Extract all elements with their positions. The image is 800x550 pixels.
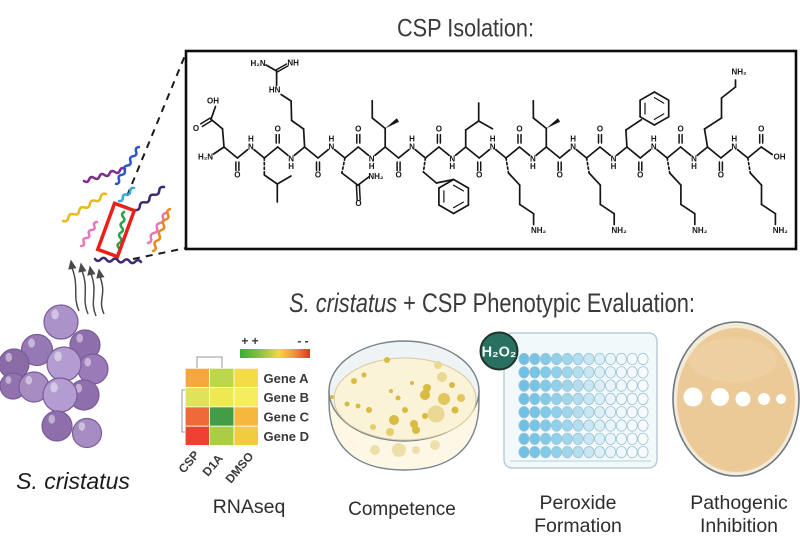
svg-text:Inhibition: Inhibition (700, 515, 778, 537)
svg-text:N: N (329, 143, 335, 152)
svg-text:N: N (691, 154, 697, 163)
svg-text:N: N (490, 143, 496, 152)
svg-text:NH: NH (287, 58, 299, 67)
svg-text:H: H (490, 135, 496, 144)
svg-text:NH₂: NH₂ (612, 226, 628, 235)
svg-text:O: O (355, 125, 361, 134)
svg-text:O: O (718, 171, 724, 180)
svg-text:Gene C: Gene C (264, 410, 310, 425)
svg-text:S. cristatus + CSP Phenotypic: S. cristatus + CSP Phenotypic Evaluation… (289, 288, 695, 318)
svg-text:Gene D: Gene D (264, 429, 310, 444)
svg-text:N: N (248, 143, 254, 152)
svg-text:OH: OH (207, 97, 219, 106)
svg-text:H: H (611, 162, 617, 171)
svg-text:O: O (557, 171, 563, 180)
svg-text:Gene B: Gene B (264, 390, 310, 405)
svg-text:Competence: Competence (348, 499, 456, 520)
svg-text:S. cristatus: S. cristatus (16, 468, 130, 494)
svg-text:H: H (530, 162, 536, 171)
svg-text:N: N (731, 143, 737, 152)
svg-text:+ +: + + (241, 334, 258, 348)
svg-text:RNAseq: RNAseq (213, 496, 286, 518)
svg-text:Gene A: Gene A (264, 371, 310, 386)
svg-text:O: O (637, 171, 643, 180)
svg-text:O: O (436, 125, 442, 134)
svg-text:NH₂: NH₂ (692, 226, 708, 235)
svg-text:N: N (570, 143, 576, 152)
svg-text:H: H (329, 135, 335, 144)
svg-text:O: O (355, 199, 361, 208)
svg-text:Peroxide: Peroxide (540, 492, 617, 514)
svg-text:O: O (677, 125, 683, 134)
svg-text:H: H (570, 135, 576, 144)
svg-text:OH: OH (774, 153, 786, 162)
svg-text:H₂O₂: H₂O₂ (482, 345, 517, 361)
svg-text:O: O (234, 171, 240, 180)
svg-text:H: H (409, 135, 415, 144)
svg-text:H: H (691, 162, 697, 171)
svg-text:H: H (369, 162, 375, 171)
svg-text:N: N (651, 143, 657, 152)
svg-text:O: O (516, 125, 522, 134)
svg-text:O: O (597, 125, 603, 134)
svg-text:N: N (449, 154, 455, 163)
svg-text:N: N (530, 154, 536, 163)
svg-text:O: O (275, 125, 281, 134)
svg-text:H₂N: H₂N (251, 59, 266, 68)
svg-text:N: N (288, 154, 294, 163)
svg-text:Pathogenic: Pathogenic (690, 492, 788, 514)
svg-text:NH₂: NH₂ (368, 172, 384, 181)
svg-text:Formation: Formation (534, 515, 622, 537)
svg-text:N: N (369, 154, 375, 163)
svg-text:H: H (248, 135, 254, 144)
svg-text:NH₂: NH₂ (731, 68, 747, 77)
svg-text:O: O (315, 171, 321, 180)
svg-text:HN: HN (269, 86, 281, 95)
svg-text:H₂N: H₂N (198, 153, 213, 162)
svg-text:N: N (611, 154, 617, 163)
svg-text:NH₂: NH₂ (773, 226, 789, 235)
svg-text:H: H (449, 162, 455, 171)
svg-text:O: O (476, 171, 482, 180)
svg-text:H: H (288, 162, 294, 171)
svg-text:NH₂: NH₂ (531, 226, 547, 235)
svg-text:- -: - - (297, 334, 308, 348)
svg-text:O: O (758, 125, 764, 134)
svg-text:H: H (731, 135, 737, 144)
svg-text:CSP Isolation:: CSP Isolation: (397, 15, 534, 43)
svg-text:O: O (193, 124, 199, 133)
svg-text:N: N (409, 143, 415, 152)
svg-text:H: H (651, 135, 657, 144)
svg-text:O: O (395, 171, 401, 180)
